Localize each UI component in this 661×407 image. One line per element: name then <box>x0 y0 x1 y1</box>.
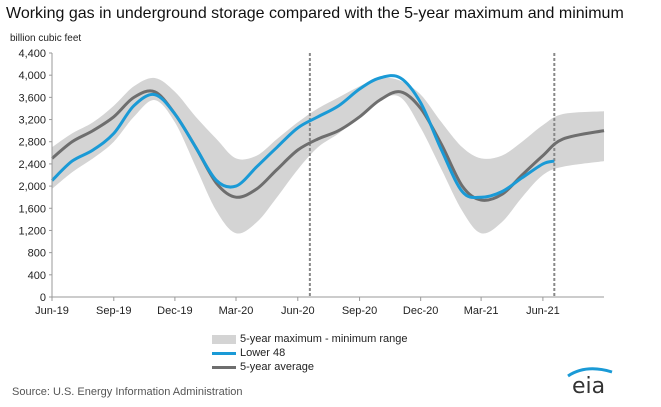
band-layer <box>52 77 604 234</box>
eia-logo-text: eia <box>572 374 606 399</box>
legend-item-lower-48: Lower 48 <box>212 346 407 360</box>
legend: 5-year maximum - minimum range Lower 48 … <box>212 332 407 374</box>
y-tick-label-1: 400 <box>28 270 46 282</box>
y-tick-label-4: 1,600 <box>18 203 46 215</box>
y-axis-label: billion cubic feet <box>10 33 82 44</box>
legend-label-band: 5-year maximum - minimum range <box>240 333 408 345</box>
x-tick-label-8: Jun-21 <box>526 305 560 317</box>
band-area <box>52 77 604 234</box>
axes-layer: 0 400 800 1,200 1,600 2,000 2,400 2,800 3,200 3,6… <box>18 48 604 317</box>
legend-label-lower-48: Lower 48 <box>240 347 286 359</box>
y-tick-label-5: 2,000 <box>18 181 46 193</box>
y-tick-label-7: 2,800 <box>18 137 46 149</box>
chart-plot: 0 400 800 1,200 1,600 2,000 2,400 2,800 3,200 3,6… <box>18 48 605 317</box>
vline-layer <box>308 53 556 297</box>
x-tick-label-2: Dec-19 <box>157 305 192 317</box>
y-tick-label-2: 800 <box>28 248 46 260</box>
y-tick-label-9: 3,600 <box>18 92 46 104</box>
x-tick-label-0: Jun-19 <box>35 305 69 317</box>
x-tick-label-5: Sep-20 <box>342 305 377 317</box>
x-tick-label-6: Dec-20 <box>403 305 438 317</box>
series-layer <box>50 74 605 202</box>
legend-swatch-band <box>212 334 236 344</box>
source-note: Source: U.S. Energy Information Administ… <box>12 386 243 398</box>
series-line-5-year-average <box>51 89 605 202</box>
series-line-lower-48 <box>50 74 555 200</box>
x-tick-label-3: Mar-20 <box>219 305 254 317</box>
legend-item-average: 5-year average <box>212 360 407 374</box>
chart-title: Working gas in underground storage compa… <box>6 5 624 22</box>
legend-swatch-lower-48 <box>212 351 236 355</box>
x-tick-label-4: Jun-20 <box>281 305 315 317</box>
legend-label-average: 5-year average <box>240 361 314 373</box>
y-tick-label-10: 4,000 <box>18 70 46 82</box>
eia-logo-icon <box>567 367 613 378</box>
y-tick-label-8: 3,200 <box>18 115 46 127</box>
y-tick-label-3: 1,200 <box>18 225 46 237</box>
y-tick-label-6: 2,400 <box>18 159 46 171</box>
x-tick-label-7: Mar-21 <box>464 305 499 317</box>
legend-swatch-average <box>212 365 236 369</box>
y-tick-label-11: 4,400 <box>18 48 46 60</box>
x-tick-label-1: Sep-19 <box>96 305 131 317</box>
legend-item-band: 5-year maximum - minimum range <box>212 332 407 346</box>
y-tick-label-0: 0 <box>40 292 46 304</box>
